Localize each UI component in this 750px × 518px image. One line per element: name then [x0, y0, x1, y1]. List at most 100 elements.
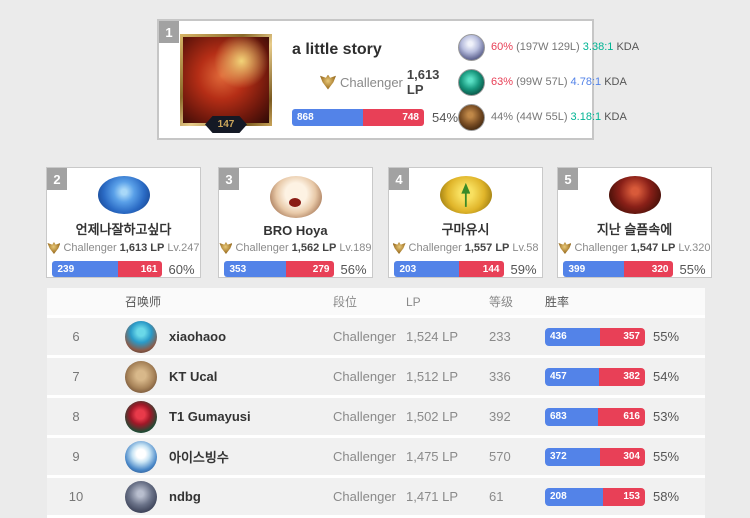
winloss-row: 683 616 53% — [545, 407, 679, 426]
table-header-row: 召唤师 段位 LP 等级 胜率 — [47, 288, 705, 318]
summoner-name[interactable]: BRO Hoya — [263, 223, 328, 238]
rank-badge: 3 — [219, 168, 239, 190]
rank-badge: 1 — [159, 21, 179, 43]
rank3-player-card[interactable]: 3 BRO Hoya Challenger 1,562 LP Lv.189 35… — [218, 167, 373, 278]
wins-segment: 399 — [563, 261, 624, 277]
rank5-player-card[interactable]: 5 지난 슬픔속에 Challenger 1,547 LP Lv.320 399… — [557, 167, 712, 278]
level-value: 570 — [489, 449, 511, 464]
profile-avatar — [125, 480, 157, 513]
row-avatar-cell — [105, 400, 169, 433]
summoner-level-badge: 147 — [205, 116, 247, 133]
winloss-bar: 372 304 — [545, 447, 645, 466]
kda-label: KDA — [604, 111, 627, 123]
losses-segment: 357 — [600, 327, 645, 346]
rank-badge: 4 — [389, 168, 409, 190]
profile-avatar — [125, 400, 157, 433]
summoner-name[interactable]: T1 Gumayusi — [169, 409, 251, 424]
champion-kda: 3.18:1 — [570, 111, 602, 123]
challenger-crest-icon — [392, 242, 406, 254]
profile-frame: 147 — [180, 34, 272, 133]
champion-kda: 3.38:1 — [582, 41, 614, 53]
champion-kda: 4.78:1 — [570, 76, 602, 88]
tier-label: Challenger — [408, 242, 462, 254]
lp-value: 1,557 LP — [464, 242, 510, 254]
tier-line: Challenger 1,613 LP Lv.247 — [47, 242, 200, 254]
summoner-name[interactable]: 구마유시 — [441, 222, 490, 237]
summoner-name[interactable]: xiaohaoo — [169, 329, 227, 344]
wins-segment: 203 — [394, 261, 460, 277]
winrate-value: 59% — [510, 261, 537, 277]
losses-segment: 144 — [459, 261, 505, 277]
champion-record: (44W 55L) — [516, 111, 568, 123]
wins-segment: 436 — [545, 327, 600, 346]
losses-segment: 748 — [363, 109, 424, 126]
winrate-value: 60% — [168, 261, 195, 277]
row-rank: 6 — [72, 329, 80, 344]
losses-segment: 320 — [623, 261, 674, 277]
tier-label: Challenger — [574, 242, 628, 254]
summoner-name[interactable]: 언제나잘하고싶다 — [75, 222, 172, 237]
summoner-name[interactable]: 지난 슬픔속에 — [596, 222, 673, 237]
level-value: Lv.58 — [512, 242, 539, 254]
tier-line: Challenger 1,547 LP Lv.320 — [558, 242, 711, 254]
header-winrate: 胜率 — [545, 295, 570, 309]
profile-portrait — [183, 37, 269, 123]
winloss-row: 353 279 56% — [224, 261, 367, 277]
table-row[interactable]: 6 xiaohaoo Challenger 1,524 LP 233 436 3… — [47, 318, 705, 358]
header-level: 等级 — [489, 295, 514, 309]
tier-line: Challenger 1,557 LP Lv.58 — [392, 242, 539, 254]
champion-winrate: 60% — [491, 41, 514, 53]
winloss-row: 203 144 59% — [394, 261, 537, 277]
winloss-bar: 683 616 — [545, 407, 645, 426]
table-row[interactable]: 8 T1 Gumayusi Challenger 1,502 LP 392 68… — [47, 398, 705, 438]
lp-value: 1,613 LP — [119, 242, 165, 254]
winrate-value: 54% — [653, 369, 680, 384]
summoner-name[interactable]: a little story — [292, 41, 382, 58]
leaderboard-table: 召唤师 段位 LP 等级 胜率 6 xiaohaoo Challenger 1,… — [47, 288, 705, 518]
winloss-bar: 868 748 — [292, 109, 424, 126]
winloss-bar: 457 382 — [545, 367, 645, 386]
summoner-name[interactable]: KT Ucal — [169, 369, 218, 384]
row-avatar-cell — [105, 440, 169, 473]
losses-segment: 161 — [118, 261, 163, 277]
winrate-value: 55% — [653, 449, 680, 464]
lp-value: 1,512 LP — [406, 369, 459, 384]
level-value: Lv.189 — [339, 242, 372, 254]
tier-label: Challenger — [235, 242, 289, 254]
rank1-player-card[interactable]: 1 147 a little story Challenger 1,613 LP… — [157, 19, 639, 140]
winloss-row: 372 304 55% — [545, 447, 680, 466]
lp-value: 1,475 LP — [406, 449, 459, 464]
losses-segment: 616 — [598, 407, 645, 426]
champion-record: (197W 129L) — [516, 41, 580, 53]
challenger-crest-icon — [320, 74, 336, 90]
champion-stat-text: 60% (197W 129L) 3.38:1 KDA — [491, 41, 639, 53]
champion-stat-row[interactable]: 44% (44W 55L) 3.18:1 KDA — [458, 103, 639, 131]
winrate-value: 58% — [653, 489, 680, 504]
table-row[interactable]: 10 ndbg Challenger 1,471 LP 61 208 153 5… — [47, 478, 705, 518]
player-info: a little story Challenger 1,613 LP 868 7… — [292, 41, 458, 126]
table-row[interactable]: 9 아이스빙수 Challenger 1,475 LP 570 372 304 … — [47, 438, 705, 478]
champion-icon-3 — [458, 103, 486, 131]
row-rank: 9 — [72, 449, 80, 464]
champion-icon-2 — [458, 68, 486, 96]
lp-value: 1,547 LP — [630, 242, 676, 254]
summoner-name[interactable]: 아이스빙수 — [169, 450, 229, 465]
row-rank: 8 — [72, 409, 80, 424]
row-rank: 7 — [72, 369, 80, 384]
profile-avatar — [125, 320, 157, 353]
header-tier: 段位 — [333, 295, 358, 309]
rank2-player-card[interactable]: 2 언제나잘하고싶다 Challenger 1,613 LP Lv.247 23… — [46, 167, 201, 278]
profile-avatar — [97, 176, 150, 214]
lp-value: 1,471 LP — [406, 489, 459, 504]
champion-stat-row[interactable]: 60% (197W 129L) 3.38:1 KDA — [458, 33, 639, 61]
table-row[interactable]: 7 KT Ucal Challenger 1,512 LP 336 457 38… — [47, 358, 705, 398]
summoner-name[interactable]: ndbg — [169, 489, 201, 504]
profile-avatar — [608, 176, 661, 214]
level-value: 392 — [489, 409, 511, 424]
champion-record: (99W 57L) — [516, 76, 568, 88]
champion-stat-row[interactable]: 63% (99W 57L) 4.78:1 KDA — [458, 68, 639, 96]
rank4-player-card[interactable]: 4 구마유시 Challenger 1,557 LP Lv.58 203 144… — [388, 167, 543, 278]
profile-avatar — [125, 440, 157, 473]
champion-stat-text: 63% (99W 57L) 4.78:1 KDA — [491, 76, 627, 88]
